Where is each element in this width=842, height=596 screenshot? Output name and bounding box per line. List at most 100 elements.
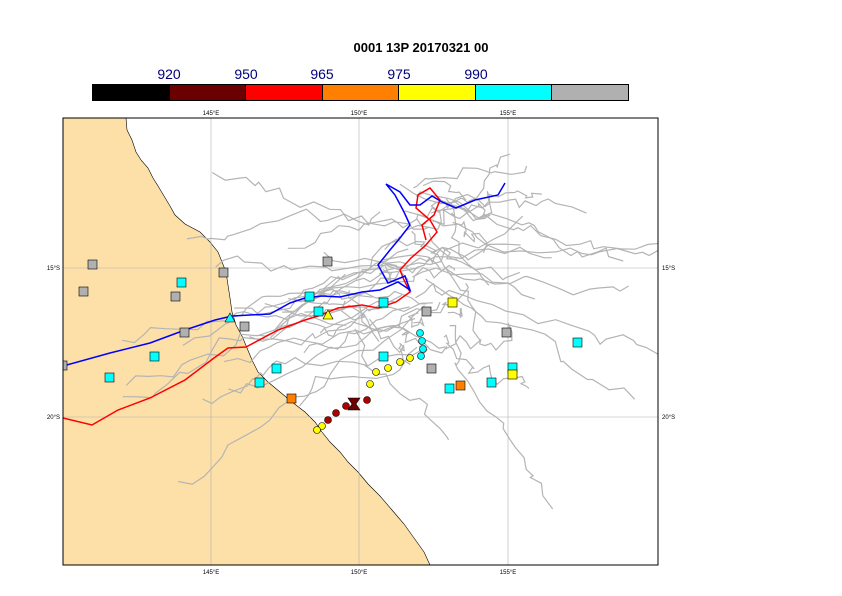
- ensemble-track: [215, 255, 390, 275]
- end-marker: [322, 256, 333, 267]
- colorbar-segment: [169, 85, 247, 100]
- ensemble-track: [182, 290, 361, 346]
- pressure-colorbar: [92, 84, 629, 101]
- ensemble-track: [378, 215, 524, 275]
- end-marker: [304, 291, 315, 302]
- lat-tick-label: 20°S: [662, 415, 675, 421]
- end-marker: [378, 351, 389, 362]
- ensemble-track: [293, 261, 406, 301]
- triangle-marker: [224, 312, 236, 323]
- ensemble-track: [186, 208, 381, 241]
- ensemble-track: [422, 180, 467, 201]
- observed-track-line: [63, 182, 506, 367]
- ensemble-track: [256, 271, 392, 316]
- end-marker: [455, 380, 466, 391]
- ensemble-track: [443, 334, 530, 389]
- colorbar-segment: [552, 85, 629, 100]
- forecast-track-line: [63, 187, 441, 426]
- forecast-point: [363, 396, 371, 404]
- triangle-marker: [322, 309, 334, 320]
- end-marker: [254, 377, 265, 388]
- end-marker: [572, 337, 583, 348]
- colorbar-label: 950: [234, 66, 258, 82]
- current-position-marker: [347, 397, 361, 411]
- ensemble-track: [384, 238, 458, 260]
- ensemble-track: [368, 318, 411, 366]
- forecast-point: [313, 426, 321, 434]
- australia-landmass: [63, 118, 431, 565]
- end-marker: [501, 327, 512, 338]
- ensemble-track: [122, 311, 347, 344]
- ensemble-track: [432, 191, 493, 226]
- lat-tick-label: 15°S: [47, 266, 60, 272]
- ensemble-track: [415, 190, 542, 220]
- end-marker: [179, 327, 190, 338]
- colorbar-segment: [399, 85, 476, 100]
- lon-tick-label: 155°E: [500, 111, 516, 117]
- ensemble-tracks: [122, 153, 658, 510]
- colorbar-label: 990: [464, 66, 488, 82]
- lon-tick-label: 145°E: [203, 111, 219, 117]
- lon-tick-label: 155°E: [500, 570, 516, 576]
- colorbar-label: 920: [157, 66, 181, 82]
- ensemble-track: [347, 290, 380, 342]
- end-marker: [78, 286, 89, 297]
- ensemble-track: [319, 320, 446, 349]
- lat-tick-label: 20°S: [47, 415, 60, 421]
- ensemble-track: [122, 273, 346, 399]
- ensemble-track: [274, 236, 401, 332]
- end-marker: [87, 259, 98, 270]
- colorbar-segment: [322, 85, 400, 100]
- chart-title: 0001 13P 20170321 00: [353, 40, 489, 55]
- ensemble-track: [415, 282, 658, 355]
- ensemble-track: [418, 322, 513, 355]
- forecast-point: [384, 364, 392, 372]
- ensemble-track: [299, 305, 425, 407]
- forecast-point: [417, 352, 425, 360]
- forecast-point: [406, 354, 414, 362]
- end-marker: [286, 393, 297, 404]
- ensemble-track: [412, 267, 535, 300]
- end-marker: [486, 377, 497, 388]
- lon-tick-label: 150°E: [351, 570, 367, 576]
- end-marker: [271, 363, 282, 374]
- end-marker: [426, 363, 437, 374]
- end-marker: [63, 360, 68, 371]
- ensemble-track: [445, 198, 490, 286]
- lat-tick-label: 15°S: [662, 266, 675, 272]
- end-marker: [447, 297, 458, 308]
- end-marker: [104, 372, 115, 383]
- lon-tick-label: 145°E: [203, 570, 219, 576]
- forecast-point: [418, 337, 426, 345]
- ensemble-track: [228, 306, 410, 394]
- end-marker: [421, 306, 432, 317]
- forecast-point: [318, 422, 326, 430]
- forecast-point: [416, 329, 424, 337]
- colorbar-segment: [246, 85, 323, 100]
- colorbar-label: 965: [310, 66, 334, 82]
- end-marker: [507, 369, 518, 380]
- colorbar-segment: [475, 85, 553, 100]
- colorbar-segment: [93, 85, 170, 100]
- current-forecast-dots: [313, 329, 427, 434]
- forecast-point: [372, 368, 380, 376]
- ensemble-track: [413, 165, 528, 189]
- ensemble-track: [449, 325, 554, 510]
- end-marker: [176, 277, 187, 288]
- ensemble-track: [211, 171, 430, 230]
- ensemble-track: [355, 243, 521, 280]
- end-marker: [444, 383, 455, 394]
- ensemble-track: [406, 153, 511, 231]
- forecast-point: [332, 409, 340, 417]
- end-marker: [313, 306, 324, 317]
- ensemble-track: [447, 307, 463, 319]
- end-marker: [239, 321, 250, 332]
- forecast-point: [324, 416, 332, 424]
- colorbar-label: 975: [387, 66, 411, 82]
- ensemble-track: [452, 220, 488, 254]
- ensemble-track: [407, 312, 425, 328]
- ensemble-track: [404, 210, 658, 257]
- end-marker: [149, 351, 160, 362]
- map-frame: [62, 117, 659, 566]
- end-marker: [170, 291, 181, 302]
